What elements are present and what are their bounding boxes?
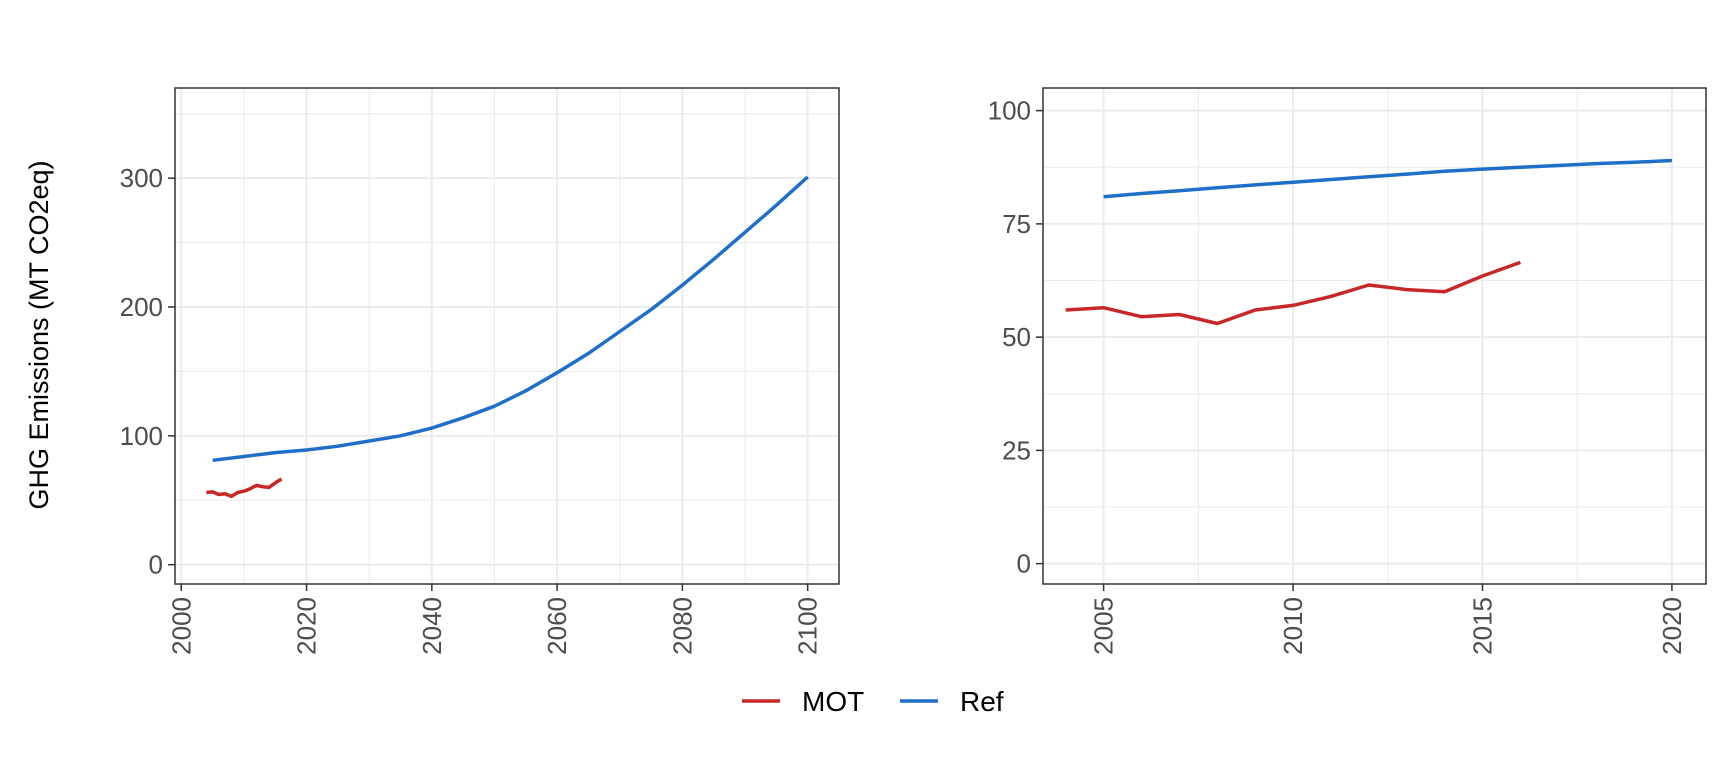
x-tick-label: 2005 bbox=[1089, 597, 1119, 655]
y-tick-label: 25 bbox=[1002, 435, 1031, 465]
y-tick-label: 0 bbox=[149, 550, 163, 580]
x-tick-label: 2015 bbox=[1467, 597, 1497, 655]
left-panel: 0 100 200 300 2000 2020 2040 2060 2080 2100 bbox=[120, 87, 840, 655]
series-line-mot bbox=[206, 477, 283, 499]
y-tick-label: 100 bbox=[120, 421, 163, 451]
y-tick-label: 0 bbox=[1017, 549, 1031, 579]
y-tick-label: 50 bbox=[1002, 322, 1031, 352]
legend-label-mot: MOT bbox=[802, 686, 864, 717]
panel-border bbox=[1042, 87, 1707, 585]
y-tick-label: 75 bbox=[1002, 209, 1031, 239]
legend-label-ref: Ref bbox=[960, 686, 1004, 717]
x-tick-label: 2000 bbox=[166, 597, 196, 655]
x-tick-label: 2040 bbox=[417, 597, 447, 655]
legend: MOT Ref bbox=[742, 686, 1004, 717]
x-tick-label: 2060 bbox=[542, 597, 572, 655]
x-tick-label: 2020 bbox=[1657, 597, 1687, 655]
y-tick-label: 300 bbox=[120, 163, 163, 193]
x-tick-label: 2080 bbox=[667, 597, 697, 655]
y-axis-title: GHG Emissions (MT CO2eq) bbox=[24, 160, 54, 509]
y-tick-label: 200 bbox=[120, 292, 163, 322]
panel-border bbox=[174, 87, 840, 585]
series-line-mot bbox=[1065, 260, 1521, 326]
panel-background bbox=[175, 88, 839, 584]
series-line-ref bbox=[1103, 158, 1672, 199]
y-tick-label: 100 bbox=[988, 96, 1031, 126]
x-tick-label: 2100 bbox=[793, 597, 823, 655]
panel-background bbox=[1043, 88, 1706, 584]
right-panel: 0 25 50 75 100 2005 2010 2015 2020 bbox=[988, 87, 1707, 655]
x-tick-label: 2020 bbox=[292, 597, 322, 655]
series-line-ref bbox=[212, 175, 809, 463]
x-tick-label: 2010 bbox=[1278, 597, 1308, 655]
